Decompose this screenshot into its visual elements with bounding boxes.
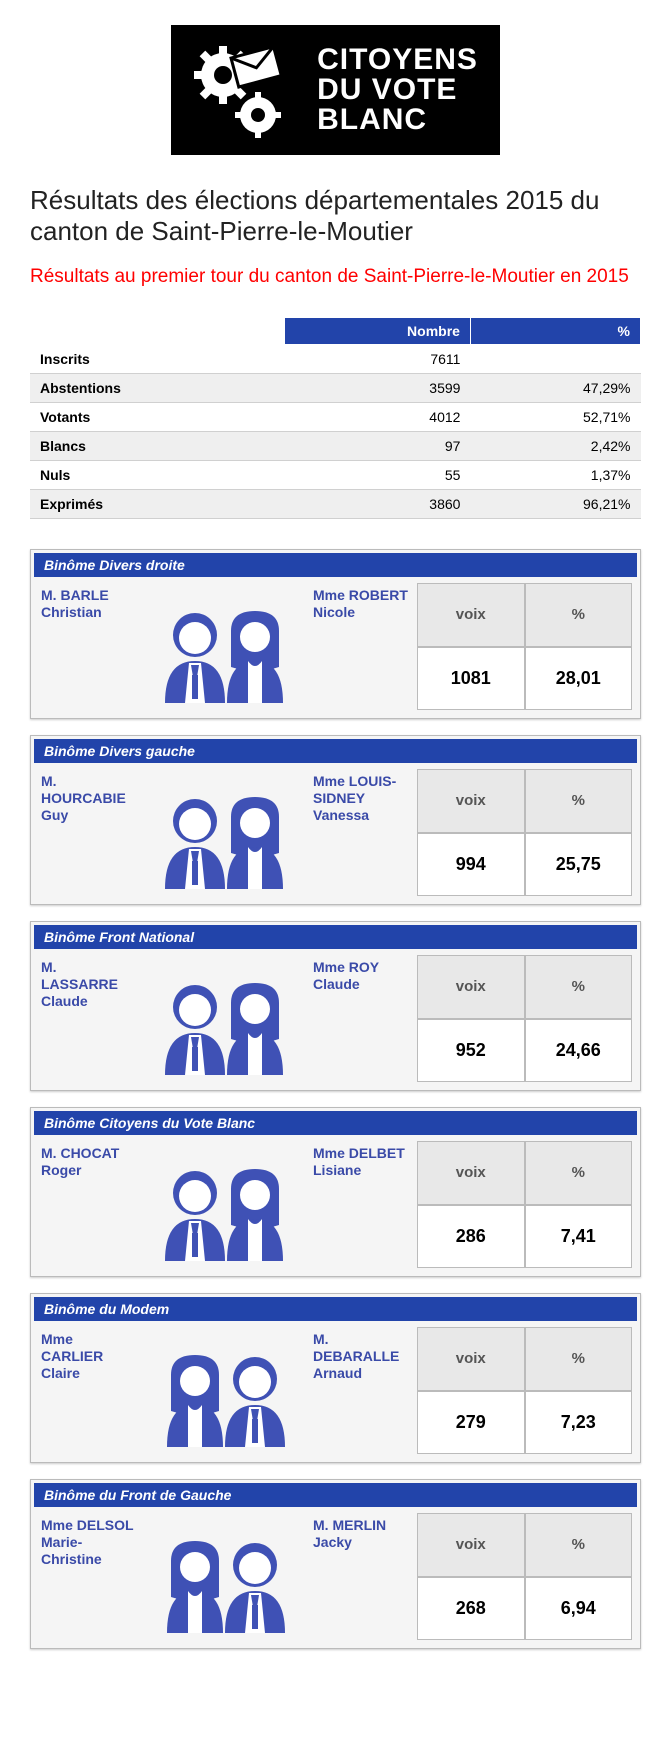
- result-grid: voix%108128,01: [417, 583, 632, 710]
- stats-number: 7611: [284, 345, 470, 374]
- result-grid: voix%95224,66: [417, 955, 632, 1082]
- result-voix: 268: [417, 1577, 525, 1641]
- candidate-right: M. DEBARALLEArnaud: [311, 1327, 411, 1462]
- stats-label: Abstentions: [30, 374, 284, 403]
- logo-icon: [193, 40, 303, 140]
- result-percent: 25,75: [525, 833, 633, 897]
- stats-number: 3599: [284, 374, 470, 403]
- subtitle: Résultats au premier tour du canton de S…: [30, 265, 641, 289]
- result-voix: 952: [417, 1019, 525, 1083]
- binome-card: Binôme Citoyens du Vote Blanc M. CHOCATRo…: [30, 1107, 641, 1277]
- binome-title: Binôme Divers gauche: [31, 736, 640, 763]
- stats-label: Nuls: [30, 461, 284, 490]
- candidate-right: M. MERLINJacky: [311, 1513, 411, 1648]
- candidate-left: M. LASSARREClaude: [39, 955, 139, 1090]
- result-grid: voix%2686,94: [417, 1513, 632, 1640]
- stats-header-percent: %: [470, 318, 640, 345]
- stats-number: 3860: [284, 490, 470, 519]
- stats-percent: 96,21%: [470, 490, 640, 519]
- result-percent: 28,01: [525, 647, 633, 711]
- stats-table: Nombre % Inscrits7611Abstentions359947,2…: [30, 317, 641, 519]
- result-voix: 286: [417, 1205, 525, 1269]
- result-header-voix: voix: [417, 769, 525, 833]
- binome-title: Binôme Divers droite: [31, 550, 640, 577]
- binome-card: Binôme Divers droite M. BARLEChristian Mme…: [30, 549, 641, 719]
- result-percent: 7,23: [525, 1391, 633, 1455]
- binome-card: Binôme du Modem Mme CARLIERClaire M. DEBAR…: [30, 1293, 641, 1463]
- binome-card: Binôme Divers gauche M. HOURCABIEGuy Mme L…: [30, 735, 641, 905]
- binome-card: Binôme Front National M. LASSARREClaude Mm…: [30, 921, 641, 1091]
- avatar-pair-icon: [145, 583, 305, 718]
- result-percent: 24,66: [525, 1019, 633, 1083]
- avatar-pair-icon: [145, 769, 305, 904]
- candidate-right: Mme ROYClaude: [311, 955, 411, 1090]
- candidate-right: Mme DELBETLisiane: [311, 1141, 411, 1276]
- candidate-left: Mme CARLIERClaire: [39, 1327, 139, 1462]
- binome-title: Binôme Front National: [31, 922, 640, 949]
- avatar-pair-icon: [145, 1327, 305, 1462]
- candidate-left: M. CHOCATRoger: [39, 1141, 139, 1276]
- stats-percent: 1,37%: [470, 461, 640, 490]
- binome-card: Binôme du Front de Gauche Mme DELSOLMarie…: [30, 1479, 641, 1649]
- result-header-voix: voix: [417, 1141, 525, 1205]
- avatar-pair-icon: [145, 1513, 305, 1648]
- stats-row: Exprimés386096,21%: [30, 490, 641, 519]
- stats-label: Exprimés: [30, 490, 284, 519]
- stats-row: Votants401252,71%: [30, 403, 641, 432]
- result-header-percent: %: [525, 1327, 633, 1391]
- result-header-voix: voix: [417, 583, 525, 647]
- logo-text: CITOYENS DU VOTE BLANC: [317, 45, 478, 135]
- logo: CITOYENS DU VOTE BLANC: [30, 0, 641, 185]
- result-percent: 6,94: [525, 1577, 633, 1641]
- result-header-voix: voix: [417, 1327, 525, 1391]
- page-title: Résultats des élections départementales …: [30, 185, 641, 247]
- stats-percent: 52,71%: [470, 403, 640, 432]
- stats-row: Abstentions359947,29%: [30, 374, 641, 403]
- result-header-voix: voix: [417, 1513, 525, 1577]
- candidate-right: Mme ROBERTNicole: [311, 583, 411, 718]
- result-header-percent: %: [525, 769, 633, 833]
- stats-percent: [470, 345, 640, 374]
- stats-percent: 47,29%: [470, 374, 640, 403]
- stats-label: Inscrits: [30, 345, 284, 374]
- binome-title: Binôme du Front de Gauche: [31, 1480, 640, 1507]
- result-voix: 279: [417, 1391, 525, 1455]
- stats-number: 4012: [284, 403, 470, 432]
- stats-row: Blancs972,42%: [30, 432, 641, 461]
- stats-header-number: Nombre: [284, 318, 470, 345]
- candidate-left: Mme DELSOLMarie-Christine: [39, 1513, 139, 1648]
- stats-number: 97: [284, 432, 470, 461]
- stats-label: Blancs: [30, 432, 284, 461]
- candidate-right: Mme LOUIS-SIDNEYVanessa: [311, 769, 411, 904]
- avatar-pair-icon: [145, 955, 305, 1090]
- result-header-percent: %: [525, 1141, 633, 1205]
- result-header-percent: %: [525, 1513, 633, 1577]
- result-grid: voix%2797,23: [417, 1327, 632, 1454]
- candidate-left: M. BARLEChristian: [39, 583, 139, 718]
- stats-row: Nuls551,37%: [30, 461, 641, 490]
- avatar-pair-icon: [145, 1141, 305, 1276]
- binome-title: Binôme Citoyens du Vote Blanc: [31, 1108, 640, 1135]
- stats-percent: 2,42%: [470, 432, 640, 461]
- result-header-percent: %: [525, 583, 633, 647]
- binome-title: Binôme du Modem: [31, 1294, 640, 1321]
- result-voix: 994: [417, 833, 525, 897]
- result-percent: 7,41: [525, 1205, 633, 1269]
- stats-row: Inscrits7611: [30, 345, 641, 374]
- stats-number: 55: [284, 461, 470, 490]
- result-header-voix: voix: [417, 955, 525, 1019]
- result-voix: 1081: [417, 647, 525, 711]
- candidate-left: M. HOURCABIEGuy: [39, 769, 139, 904]
- stats-label: Votants: [30, 403, 284, 432]
- result-grid: voix%99425,75: [417, 769, 632, 896]
- result-header-percent: %: [525, 955, 633, 1019]
- result-grid: voix%2867,41: [417, 1141, 632, 1268]
